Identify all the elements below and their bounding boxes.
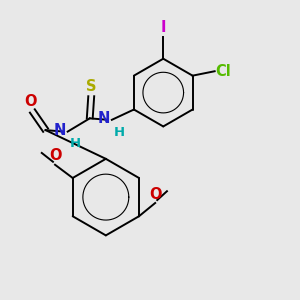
Text: N: N bbox=[98, 111, 110, 126]
Text: N: N bbox=[54, 123, 66, 138]
Text: O: O bbox=[25, 94, 37, 109]
Text: O: O bbox=[49, 148, 61, 163]
Text: O: O bbox=[149, 187, 161, 202]
Text: S: S bbox=[86, 79, 97, 94]
Text: Cl: Cl bbox=[215, 64, 231, 79]
Text: I: I bbox=[160, 20, 166, 35]
Text: H: H bbox=[114, 126, 125, 139]
Text: H: H bbox=[70, 137, 81, 151]
